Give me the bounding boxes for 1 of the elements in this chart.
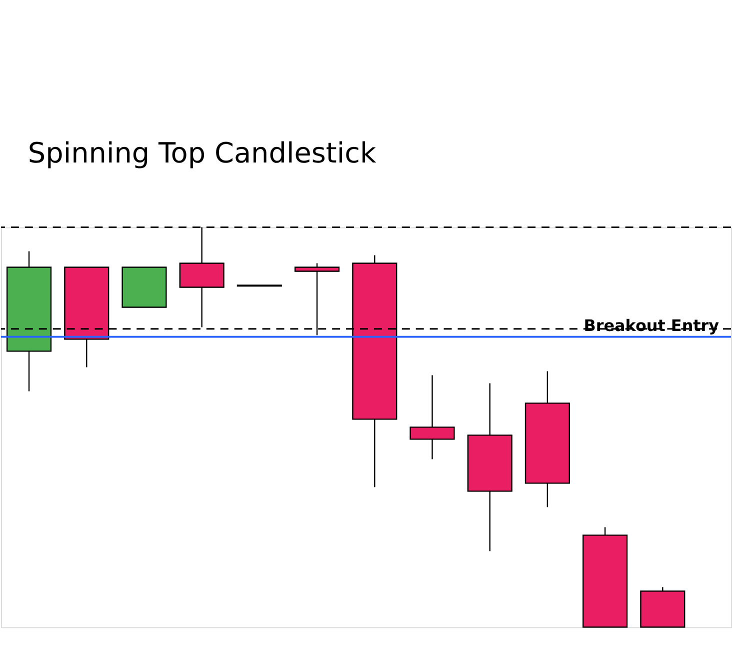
chart-title: Spinning Top Candlestick — [28, 136, 377, 170]
